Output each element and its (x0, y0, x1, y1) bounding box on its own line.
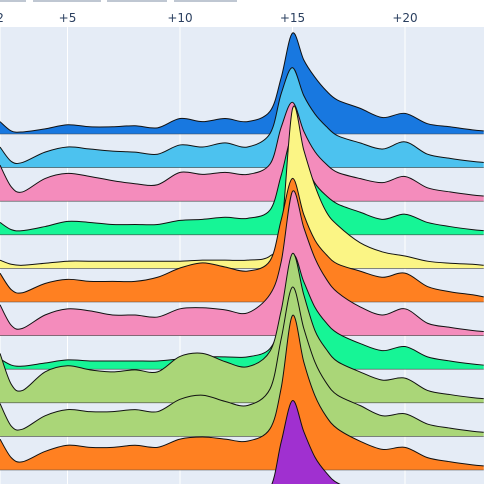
modebar-top (0, 0, 237, 2)
x-tick-label: +5 (59, 11, 77, 25)
x-tick-label: +10 (167, 11, 192, 25)
x-tick-label: +15 (280, 11, 305, 25)
x-tick-label: +20 (392, 11, 417, 25)
x-tick-labels: 2 +5 +10 +15 +20 (0, 11, 418, 25)
modebar-button[interactable] (0, 0, 26, 2)
modebar-button[interactable] (107, 0, 167, 2)
modebar-button[interactable] (174, 0, 237, 2)
x-tick-label: 2 (0, 11, 4, 25)
modebar-button[interactable] (33, 0, 101, 2)
